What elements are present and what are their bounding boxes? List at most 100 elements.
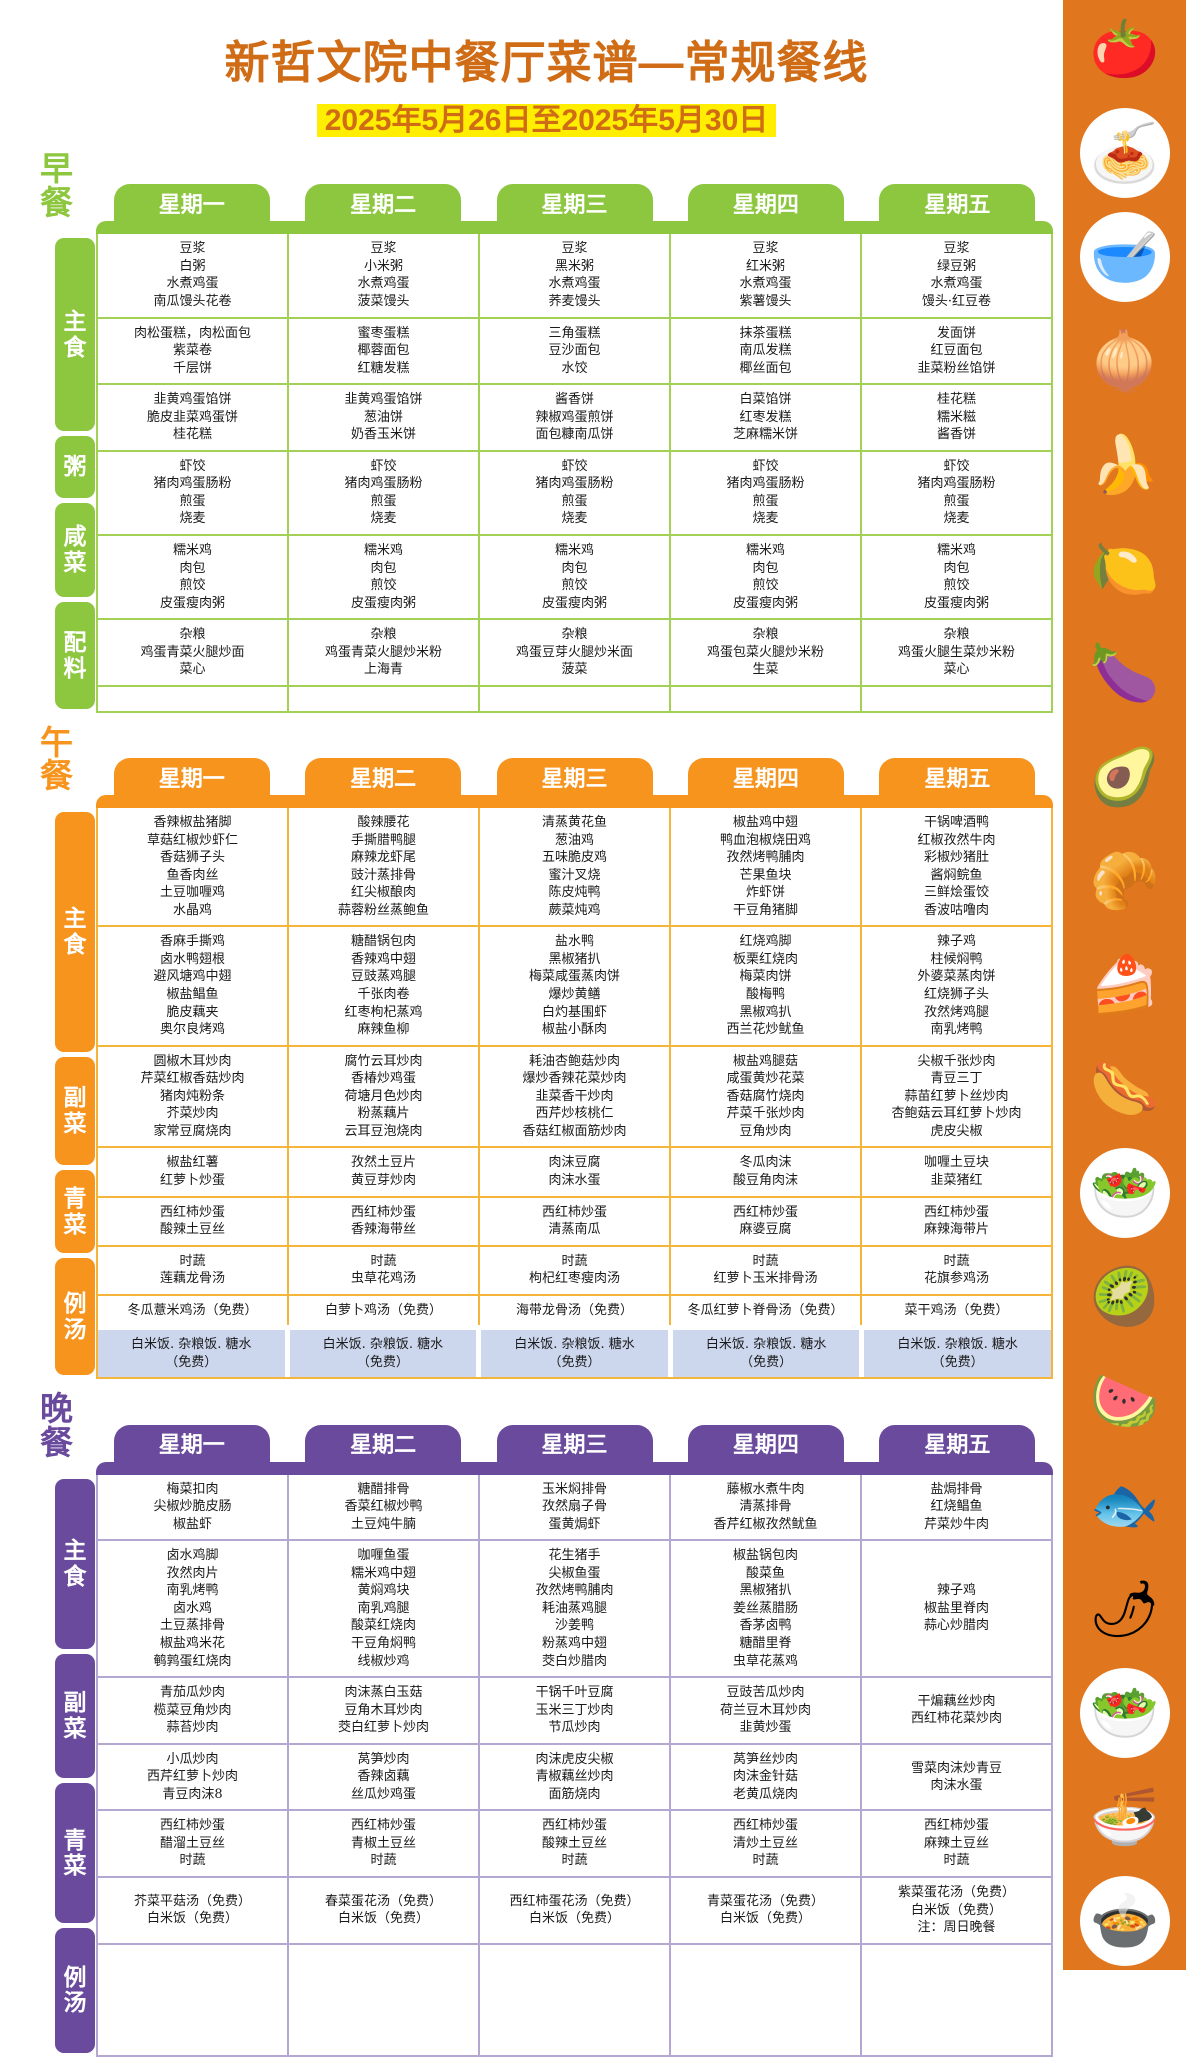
section-lunch: 午 餐星期一 星期二 星期三 星期四 星期五主 食副 菜青 菜例 汤香辣椒盐猪脚 草菇红… bbox=[40, 725, 1053, 1380]
day-header: 星期五 bbox=[879, 184, 1036, 222]
chili-icon: 🌶 bbox=[1088, 1577, 1161, 1640]
menu-cell: 咖喱鱼蛋 糯米鸡中翅 黄焖鸡块 南乳鸡腿 酸菜红烧肉 干豆角焖鸭 线椒炒鸡 bbox=[287, 1541, 478, 1677]
menu-cell: 辣子鸡 椒盐里脊肉 蒜心炒腊肉 bbox=[860, 1541, 1051, 1677]
section-band bbox=[96, 221, 1053, 235]
menu-cell: 青茄瓜炒肉 榄菜豆角炒肉 蒜苔炒肉 bbox=[153, 1685, 232, 1736]
day-header: 星期三 bbox=[496, 184, 653, 222]
menu-row bbox=[98, 684, 1051, 711]
row-label-gutter: 主 食粥咸 菜配 料 bbox=[40, 234, 96, 712]
menu-cell: 卤水鸡脚 孜然肉片 南乳烤鸭 卤水鸡 土豆蒸排骨 椒盐鸡米花 鹌鹑蛋红烧肉 bbox=[153, 1548, 232, 1669]
menu-cell: 菜干鸡汤（免费） bbox=[860, 1295, 1051, 1326]
menu-cell: 西红柿炒蛋 香辣海带丝 bbox=[287, 1197, 478, 1245]
row-label-主食: 主 食 bbox=[55, 1478, 95, 1649]
menu-cell: 椒盐鸡中翅 鸭血泡椒烧田鸡 孜然烤鸭脯肉 芒果鱼块 炸虾饼 干豆角猪脚 bbox=[669, 808, 860, 926]
day-header: 星期一 bbox=[113, 758, 270, 796]
menu-row: 豆浆 白粥 水煮鸡蛋 南瓜馒头花卷 豆浆 小米粥 水煮鸡蛋 菠菜馒头 豆浆 黑米粥 … bbox=[98, 234, 1051, 317]
section-title-dinner: 晚 餐 bbox=[40, 1390, 73, 1461]
menu-cell: 干锅千叶豆腐 玉米三丁炒肉 节瓜炒肉 bbox=[478, 1678, 669, 1743]
menu-cell: 时蔬 虫草花鸡汤 bbox=[287, 1246, 478, 1294]
menu-cell: 肉松蛋糕，肉松面包 紫菜卷 千层饼 bbox=[133, 325, 251, 376]
menu-cell: 香麻手撕鸡 卤水鸭翅根 避风塘鸡中翅 椒盐鲳鱼 脆皮藕夹 奥尔良烤鸡 bbox=[153, 934, 232, 1038]
day-header: 星期四 bbox=[687, 1424, 844, 1462]
menu-cell: 时蔬 枸杞红枣瘦肉汤 bbox=[478, 1246, 669, 1294]
page-title: 新哲文院中餐厅菜谱—常规餐线 bbox=[224, 37, 869, 88]
menu-cell: 抹茶蛋糕 南瓜发糕 椰丝面包 bbox=[669, 318, 860, 384]
menu-row: 西红柿炒蛋 酸辣土豆丝 西红柿炒蛋 香辣海带丝 西红柿炒蛋 清蒸南瓜 西红柿炒蛋 麻婆… bbox=[98, 1195, 1051, 1245]
menu-cell: 杂粮 鸡蛋包菜火腿炒米粉 生菜 bbox=[669, 620, 860, 685]
row-label-主食: 主 食 bbox=[55, 238, 95, 432]
eggplant-icon: 🍆 bbox=[1089, 641, 1160, 704]
menu-cell: 糯米鸡 肉包 煎饺 皮蛋瘦肉粥 bbox=[860, 535, 1051, 619]
day-header-row: 星期一 星期二 星期三 星期四 星期五 bbox=[96, 184, 1053, 222]
menu-cell: 西红柿炒蛋 青椒土豆丝 时蔬 bbox=[287, 1811, 478, 1877]
day-header: 星期二 bbox=[305, 758, 462, 796]
menu-row: 圆椒木耳炒肉 芹菜红椒香菇炒肉 猪肉炖粉条 芥菜炒肉 家常豆腐烧肉 腐竹云耳炒肉 … bbox=[98, 1044, 1051, 1147]
menu-cell: 冬瓜红萝卜脊骨汤（免费） bbox=[669, 1295, 860, 1326]
menu-cell: 三角蛋糕 豆沙面包 水饺 bbox=[478, 318, 669, 384]
menu-cell: 发面饼 红豆面包 韭菜粉丝馅饼 bbox=[860, 318, 1051, 384]
noodles-fork-icon: 🍜 bbox=[1089, 1785, 1160, 1848]
menu-row: 芥菜平菇汤（免费） 白米饭（免费） 春菜蛋花汤（免费） 白米饭（免费） 西红柿蛋花汤… bbox=[98, 1876, 1051, 1943]
menu-cell: 豆豉苦瓜炒肉 荷兰豆木耳炒肉 韭黄炒蛋 bbox=[669, 1678, 860, 1743]
menu-cell: 花生猪手 尖椒鱼蛋 孜然烤鸭脯肉 耗油蒸鸡腿 沙姜鸭 粉蒸鸡中翅 茭白炒腊肉 bbox=[478, 1541, 669, 1677]
date-range: 2025年5月26日至2025年5月30日 bbox=[40, 95, 1053, 139]
watermelon-icon: 🍉 bbox=[1089, 1369, 1160, 1432]
day-header: 星期五 bbox=[879, 1424, 1036, 1462]
menu-cell: 桂花糕 糯米糍 酱香饼 bbox=[860, 385, 1051, 450]
menu-cell: 海带龙骨汤（免费） bbox=[478, 1295, 669, 1326]
menu-cell: 肉沫虎皮尖椒 青椒藕丝炒肉 面筋烧肉 bbox=[478, 1744, 669, 1810]
menu-cell bbox=[287, 1944, 478, 2055]
day-header: 星期五 bbox=[879, 758, 1036, 796]
menu-cell: 尖椒千张炒肉 青豆三丁 蒜苗红萝卜丝炒肉 杏鲍菇云耳红萝卜炒肉 虎皮尖椒 bbox=[860, 1046, 1051, 1147]
menu-cell: 白米饭. 杂粮饭. 糖水 （免费） bbox=[859, 1330, 1051, 1378]
menu-cell: 豆浆 黑米粥 水煮鸡蛋 荞麦馒头 bbox=[478, 234, 669, 317]
cloche-icon: 🍲 bbox=[1079, 1876, 1170, 1966]
day-header: 星期三 bbox=[496, 758, 653, 796]
menu-cell: 韭黄鸡蛋馅饼 葱油饼 奶香玉米饼 bbox=[287, 385, 478, 450]
menu-row: 肉松蛋糕，肉松面包 紫菜卷 千层饼 蜜枣蛋糕 椰蓉面包 红糖发糕 三角蛋糕 豆沙面包… bbox=[98, 316, 1051, 384]
tomato-icon: 🍅 bbox=[1089, 17, 1160, 80]
menu-poster: 新哲文院中餐厅菜谱—常规餐线 2025年5月26日至2025年5月30日 早 餐… bbox=[40, 0, 1186, 2057]
menu-cell bbox=[669, 686, 860, 711]
menu-cell: 糯米鸡 肉包 煎饺 皮蛋瘦肉粥 bbox=[669, 535, 860, 619]
menu-cell: 椒盐锅包肉 酸菜鱼 黑椒猪扒 姜丝蒸腊肠 香茅卤鸭 糖醋里脊 虫草花蒸鸡 bbox=[669, 1541, 860, 1677]
menu-row: 梅菜扣肉 尖椒炒脆皮肠 椒盐虾 糖醋排骨 香菜红椒炒鸭 土豆炖牛腩 玉米焖排骨 孜然… bbox=[98, 1474, 1051, 1540]
decorative-food-strip: 🍅 🍝 🥣 🧅 🍌 🍋 🍆 🥑 🥐 🍰 🌭 🥗 🥝 🍉 🐟 🌶 🥗 🍜 🍲 bbox=[1063, 0, 1186, 1970]
menu-row bbox=[98, 1942, 1051, 2055]
menu-cell: 白米饭. 杂粮饭. 糖水 （免费） bbox=[667, 1330, 860, 1378]
menu-cell: 杂粮 鸡蛋火腿生菜炒米粉 菜心 bbox=[860, 620, 1051, 685]
row-label-副菜: 副 菜 bbox=[55, 1056, 95, 1166]
menu-cell: 时蔬 红萝卜玉米排骨汤 bbox=[669, 1246, 860, 1294]
menu-cell: 藤椒水煮牛肉 清蒸排骨 香芹红椒孜然鱿鱼 bbox=[669, 1474, 860, 1540]
day-header: 星期二 bbox=[305, 1424, 462, 1462]
menu-cell: 莴笋丝炒肉 肉沫金针菇 老黄瓜烧肉 bbox=[669, 1744, 860, 1810]
menu-cell: 辣子鸡 柱候焖鸭 外婆菜蒸肉饼 红烧狮子头 孜然烤鸡腿 南乳烤鸭 bbox=[860, 927, 1051, 1045]
menu-cell: 时蔬 莲藕龙骨汤 bbox=[159, 1253, 225, 1287]
radish-icon: 🧅 bbox=[1089, 329, 1160, 392]
salad-bowl-icon: 🥗 bbox=[1079, 1148, 1170, 1238]
menu-cell: 虾饺 猪肉鸡蛋肠粉 煎蛋 烧麦 bbox=[478, 451, 669, 534]
menu-cell: 孜然土豆片 黄豆芽炒肉 bbox=[287, 1148, 478, 1196]
menu-grid: 梅菜扣肉 尖椒炒脆皮肠 椒盐虾 糖醋排骨 香菜红椒炒鸭 土豆炖牛腩 玉米焖排骨 孜然… bbox=[96, 1474, 1053, 2057]
menu-cell: 青菜蛋花汤（免费） 白米饭（免费） bbox=[669, 1878, 860, 1943]
menu-row: 香辣椒盐猪脚 草菇红椒炒虾仁 香菇狮子头 鱼香肉丝 土豆咖喱鸡 水晶鸡 酸辣腰花 … bbox=[98, 808, 1051, 926]
menu-cell: 腐竹云耳炒肉 香椿炒鸡蛋 荷塘月色炒肉 粉蒸藕片 云耳豆泡烧肉 bbox=[287, 1046, 478, 1147]
menu-cell: 小瓜炒肉 西芹红萝卜炒肉 青豆肉沫8 bbox=[146, 1751, 238, 1802]
menu-cell: 圆椒木耳炒肉 芹菜红椒香菇炒肉 猪肉炖粉条 芥菜炒肉 家常豆腐烧肉 bbox=[140, 1053, 245, 1139]
menu-cell: 椒盐红薯 红萝卜炒蛋 bbox=[159, 1155, 225, 1188]
kiwi-icon: 🥝 bbox=[1089, 1265, 1160, 1328]
menu-cell: 豆浆 红米粥 水煮鸡蛋 紫薯馒头 bbox=[669, 234, 860, 317]
day-header: 星期四 bbox=[687, 184, 844, 222]
menu-row: 青茄瓜炒肉 榄菜豆角炒肉 蒜苔炒肉 肉沫蒸白玉菇 豆角木耳炒肉 茭白红萝卜炒肉 干锅… bbox=[98, 1676, 1051, 1743]
salad-plate-icon: 🥗 bbox=[1079, 1668, 1170, 1758]
menu-cell: 西红柿炒蛋 酸辣土豆丝 时蔬 bbox=[478, 1811, 669, 1877]
menu-cell: 红烧鸡脚 板栗红烧肉 梅菜肉饼 酸梅鸭 黑椒鸡扒 西兰花炒鱿鱼 bbox=[669, 927, 860, 1045]
menu-cell: 西红柿炒蛋 清蒸南瓜 bbox=[478, 1197, 669, 1245]
croissant-icon: 🥐 bbox=[1089, 849, 1160, 912]
menu-cell: 清蒸黄花鱼 葱油鸡 五味脆皮鸡 蜜汁叉烧 陈皮炖鸭 蕨菜炖鸡 bbox=[478, 808, 669, 926]
menu-cell: 酸辣腰花 手撕腊鸭腿 麻辣龙虾尾 豉汁蒸排骨 红尖椒酿肉 蒜蓉粉丝蒸鲍鱼 bbox=[287, 808, 478, 926]
menu-cell: 肉沫蒸白玉菇 豆角木耳炒肉 茭白红萝卜炒肉 bbox=[287, 1678, 478, 1743]
menu-cell: 春菜蛋花汤（免费） 白米饭（免费） bbox=[287, 1878, 478, 1943]
row-label-粥: 粥 bbox=[55, 436, 95, 498]
menu-grid: 香辣椒盐猪脚 草菇红椒炒虾仁 香菇狮子头 鱼香肉丝 土豆咖喱鸡 水晶鸡 酸辣腰花 … bbox=[96, 808, 1053, 1380]
